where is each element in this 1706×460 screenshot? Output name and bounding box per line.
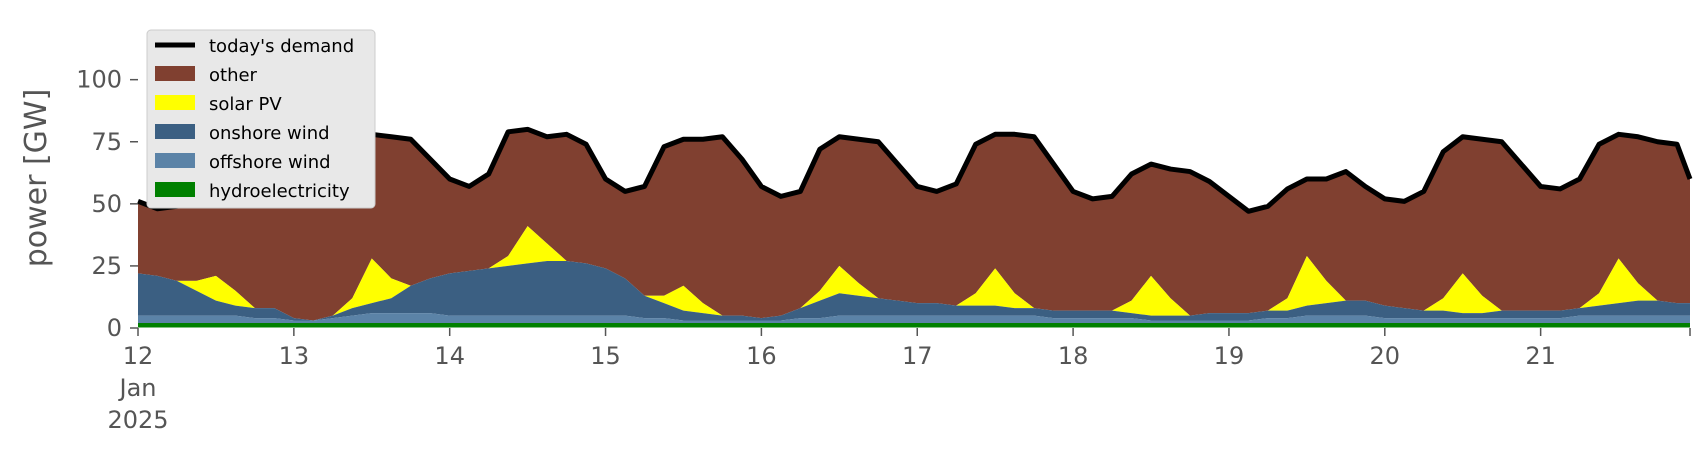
area-onshore-wind [138,260,1690,321]
y-tick-label: 75 [91,128,122,156]
x-tick-label: 19 [1214,342,1245,370]
x-tick-label: 17 [902,342,933,370]
legend: today's demand other solar PV onshore wi… [146,29,376,209]
legend-label-solar: solar PV [209,94,282,115]
x-tick-label: 16 [746,342,777,370]
legend-label-demand: today's demand [209,36,354,57]
stacked-areas [138,129,1690,328]
x-tick-label: Jan [118,374,157,402]
legend-label-hydro: hydroelectricity [209,181,350,202]
x-tick-label: 21 [1525,342,1556,370]
x-axis: 12 Jan 2025 13 14 15 16 17 18 19 20 21 [107,328,1691,434]
y-axis-label: power [GW] [19,89,54,268]
x-tick-label: 18 [1058,342,1089,370]
area-offshore-wind [138,313,1690,324]
y-tick-label: 100 [76,66,122,94]
y-tick-label: 0 [107,314,122,342]
x-tick-label: 2025 [107,406,168,434]
legend-swatch-offshore [155,153,195,168]
legend-label-other: other [209,65,258,86]
area-other [138,129,1690,321]
y-tick-label: 25 [91,252,122,280]
y-tick-label: 50 [91,190,122,218]
area-hydroelectricity [138,323,1690,328]
area-solar-pv [138,226,1690,321]
legend-label-offshore: offshore wind [209,152,331,173]
x-tick-label: 13 [279,342,310,370]
legend-swatch-onshore [155,124,195,139]
y-axis: 0 25 50 75 100 [76,66,138,342]
legend-box [146,29,376,209]
x-tick-label: 20 [1370,342,1401,370]
legend-label-onshore: onshore wind [209,123,330,144]
legend-swatch-solar [155,95,195,110]
x-tick-label: 12 [123,342,154,370]
x-tick-label: 14 [434,342,465,370]
legend-swatch-other [155,66,195,81]
demand-line [137,126,1693,214]
legend-swatch-hydro [155,182,195,197]
x-tick-label: 15 [590,342,621,370]
